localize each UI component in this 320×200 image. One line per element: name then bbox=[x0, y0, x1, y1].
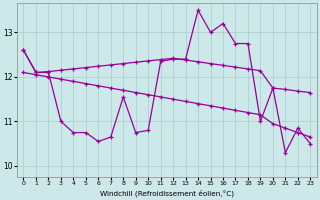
X-axis label: Windchill (Refroidissement éolien,°C): Windchill (Refroidissement éolien,°C) bbox=[100, 189, 234, 197]
